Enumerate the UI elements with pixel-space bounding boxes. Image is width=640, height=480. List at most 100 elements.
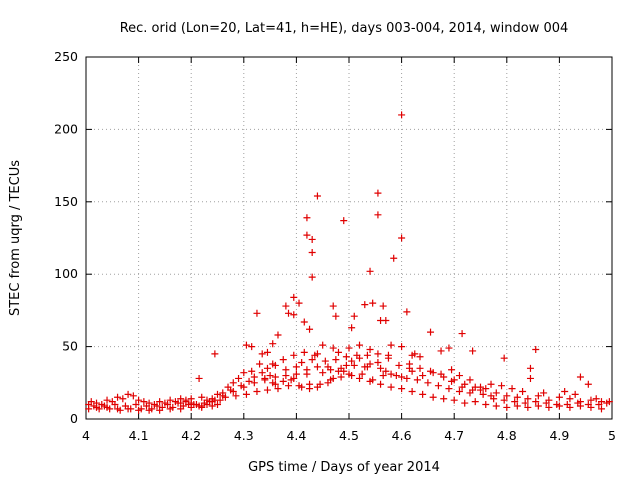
data-point — [419, 390, 427, 398]
data-point — [298, 359, 306, 367]
data-point — [348, 357, 356, 365]
y-tick-label: 0 — [70, 411, 78, 426]
data-point — [303, 231, 311, 239]
data-point — [313, 363, 321, 371]
data-point — [261, 374, 269, 382]
data-point — [361, 301, 369, 309]
data-point — [240, 383, 248, 391]
data-point — [413, 376, 421, 384]
data-point — [211, 350, 219, 358]
data-point — [592, 395, 600, 403]
data-point — [342, 353, 350, 361]
data-point — [329, 302, 337, 310]
data-point — [437, 370, 445, 378]
y-axis-ticks: 0 50 100 150 200 250 — [54, 49, 612, 426]
x-tick-label: 4.9 — [549, 428, 569, 443]
data-point — [576, 373, 584, 381]
data-point — [153, 402, 161, 410]
data-point — [103, 396, 111, 404]
data-point — [513, 402, 521, 410]
data-point — [295, 382, 303, 390]
data-point — [164, 401, 172, 409]
data-point — [208, 398, 216, 406]
data-point — [240, 369, 248, 377]
data-point — [245, 377, 253, 385]
data-point — [319, 341, 327, 349]
data-point — [195, 374, 203, 382]
data-point — [111, 401, 119, 409]
data-point — [445, 385, 453, 393]
data-point — [129, 392, 137, 400]
data-point — [282, 302, 290, 310]
data-point — [258, 350, 266, 358]
data-point — [329, 344, 337, 352]
data-point — [219, 392, 227, 400]
data-point — [182, 396, 190, 404]
data-point — [377, 380, 385, 388]
data-point — [429, 393, 437, 401]
data-point — [521, 399, 529, 407]
y-axis-label: STEC from uqrg / TECUs — [8, 160, 23, 316]
data-point — [316, 380, 324, 388]
chart-title: Rec. orid (Lon=20, Lat=41, h=HE), days 0… — [120, 21, 569, 36]
data-point — [124, 405, 132, 413]
x-tick-label: 4.7 — [444, 428, 464, 443]
data-point — [366, 345, 374, 353]
x-tick-label: 4.2 — [181, 428, 201, 443]
data-point — [345, 344, 353, 352]
data-point — [145, 406, 153, 414]
data-point — [450, 396, 458, 404]
x-tick-label: 4.4 — [286, 428, 306, 443]
data-point — [353, 351, 361, 359]
data-point — [519, 387, 527, 395]
data-point — [285, 382, 293, 390]
data-point — [455, 372, 463, 380]
data-point — [526, 364, 534, 372]
data-point — [387, 383, 395, 391]
data-point — [466, 376, 474, 384]
data-point — [374, 189, 382, 197]
data-point — [308, 273, 316, 281]
data-point — [408, 387, 416, 395]
data-point — [229, 379, 237, 387]
data-point — [390, 254, 398, 262]
data-point — [534, 402, 542, 410]
data-point — [566, 403, 574, 411]
data-point — [271, 373, 279, 381]
data-point — [477, 383, 484, 391]
data-point — [469, 347, 477, 355]
data-point — [119, 395, 127, 403]
data-point — [242, 390, 250, 398]
data-point — [471, 398, 479, 406]
data-point — [487, 380, 495, 388]
data-point — [374, 350, 382, 358]
data-point — [377, 364, 385, 372]
data-point — [308, 235, 316, 243]
data-point — [279, 377, 287, 385]
data-point — [369, 299, 377, 307]
x-tick-label: 4.8 — [497, 428, 517, 443]
data-point — [306, 325, 314, 333]
data-point — [382, 367, 390, 375]
data-point — [605, 398, 613, 406]
data-points — [85, 111, 613, 414]
data-point — [545, 403, 553, 411]
data-point — [361, 363, 369, 371]
data-point — [250, 379, 258, 387]
data-point — [308, 248, 316, 256]
data-point — [555, 393, 563, 401]
data-point — [445, 344, 453, 352]
data-point — [595, 401, 603, 409]
data-point — [114, 393, 122, 401]
data-point — [398, 373, 406, 381]
x-tick-label: 4.1 — [129, 428, 149, 443]
data-point — [511, 398, 519, 406]
data-point — [156, 406, 164, 414]
data-point — [324, 363, 332, 371]
data-point — [490, 395, 498, 403]
data-point — [124, 390, 132, 398]
data-point — [458, 330, 466, 338]
data-point — [532, 345, 540, 353]
x-tick-label: 4.6 — [392, 428, 412, 443]
